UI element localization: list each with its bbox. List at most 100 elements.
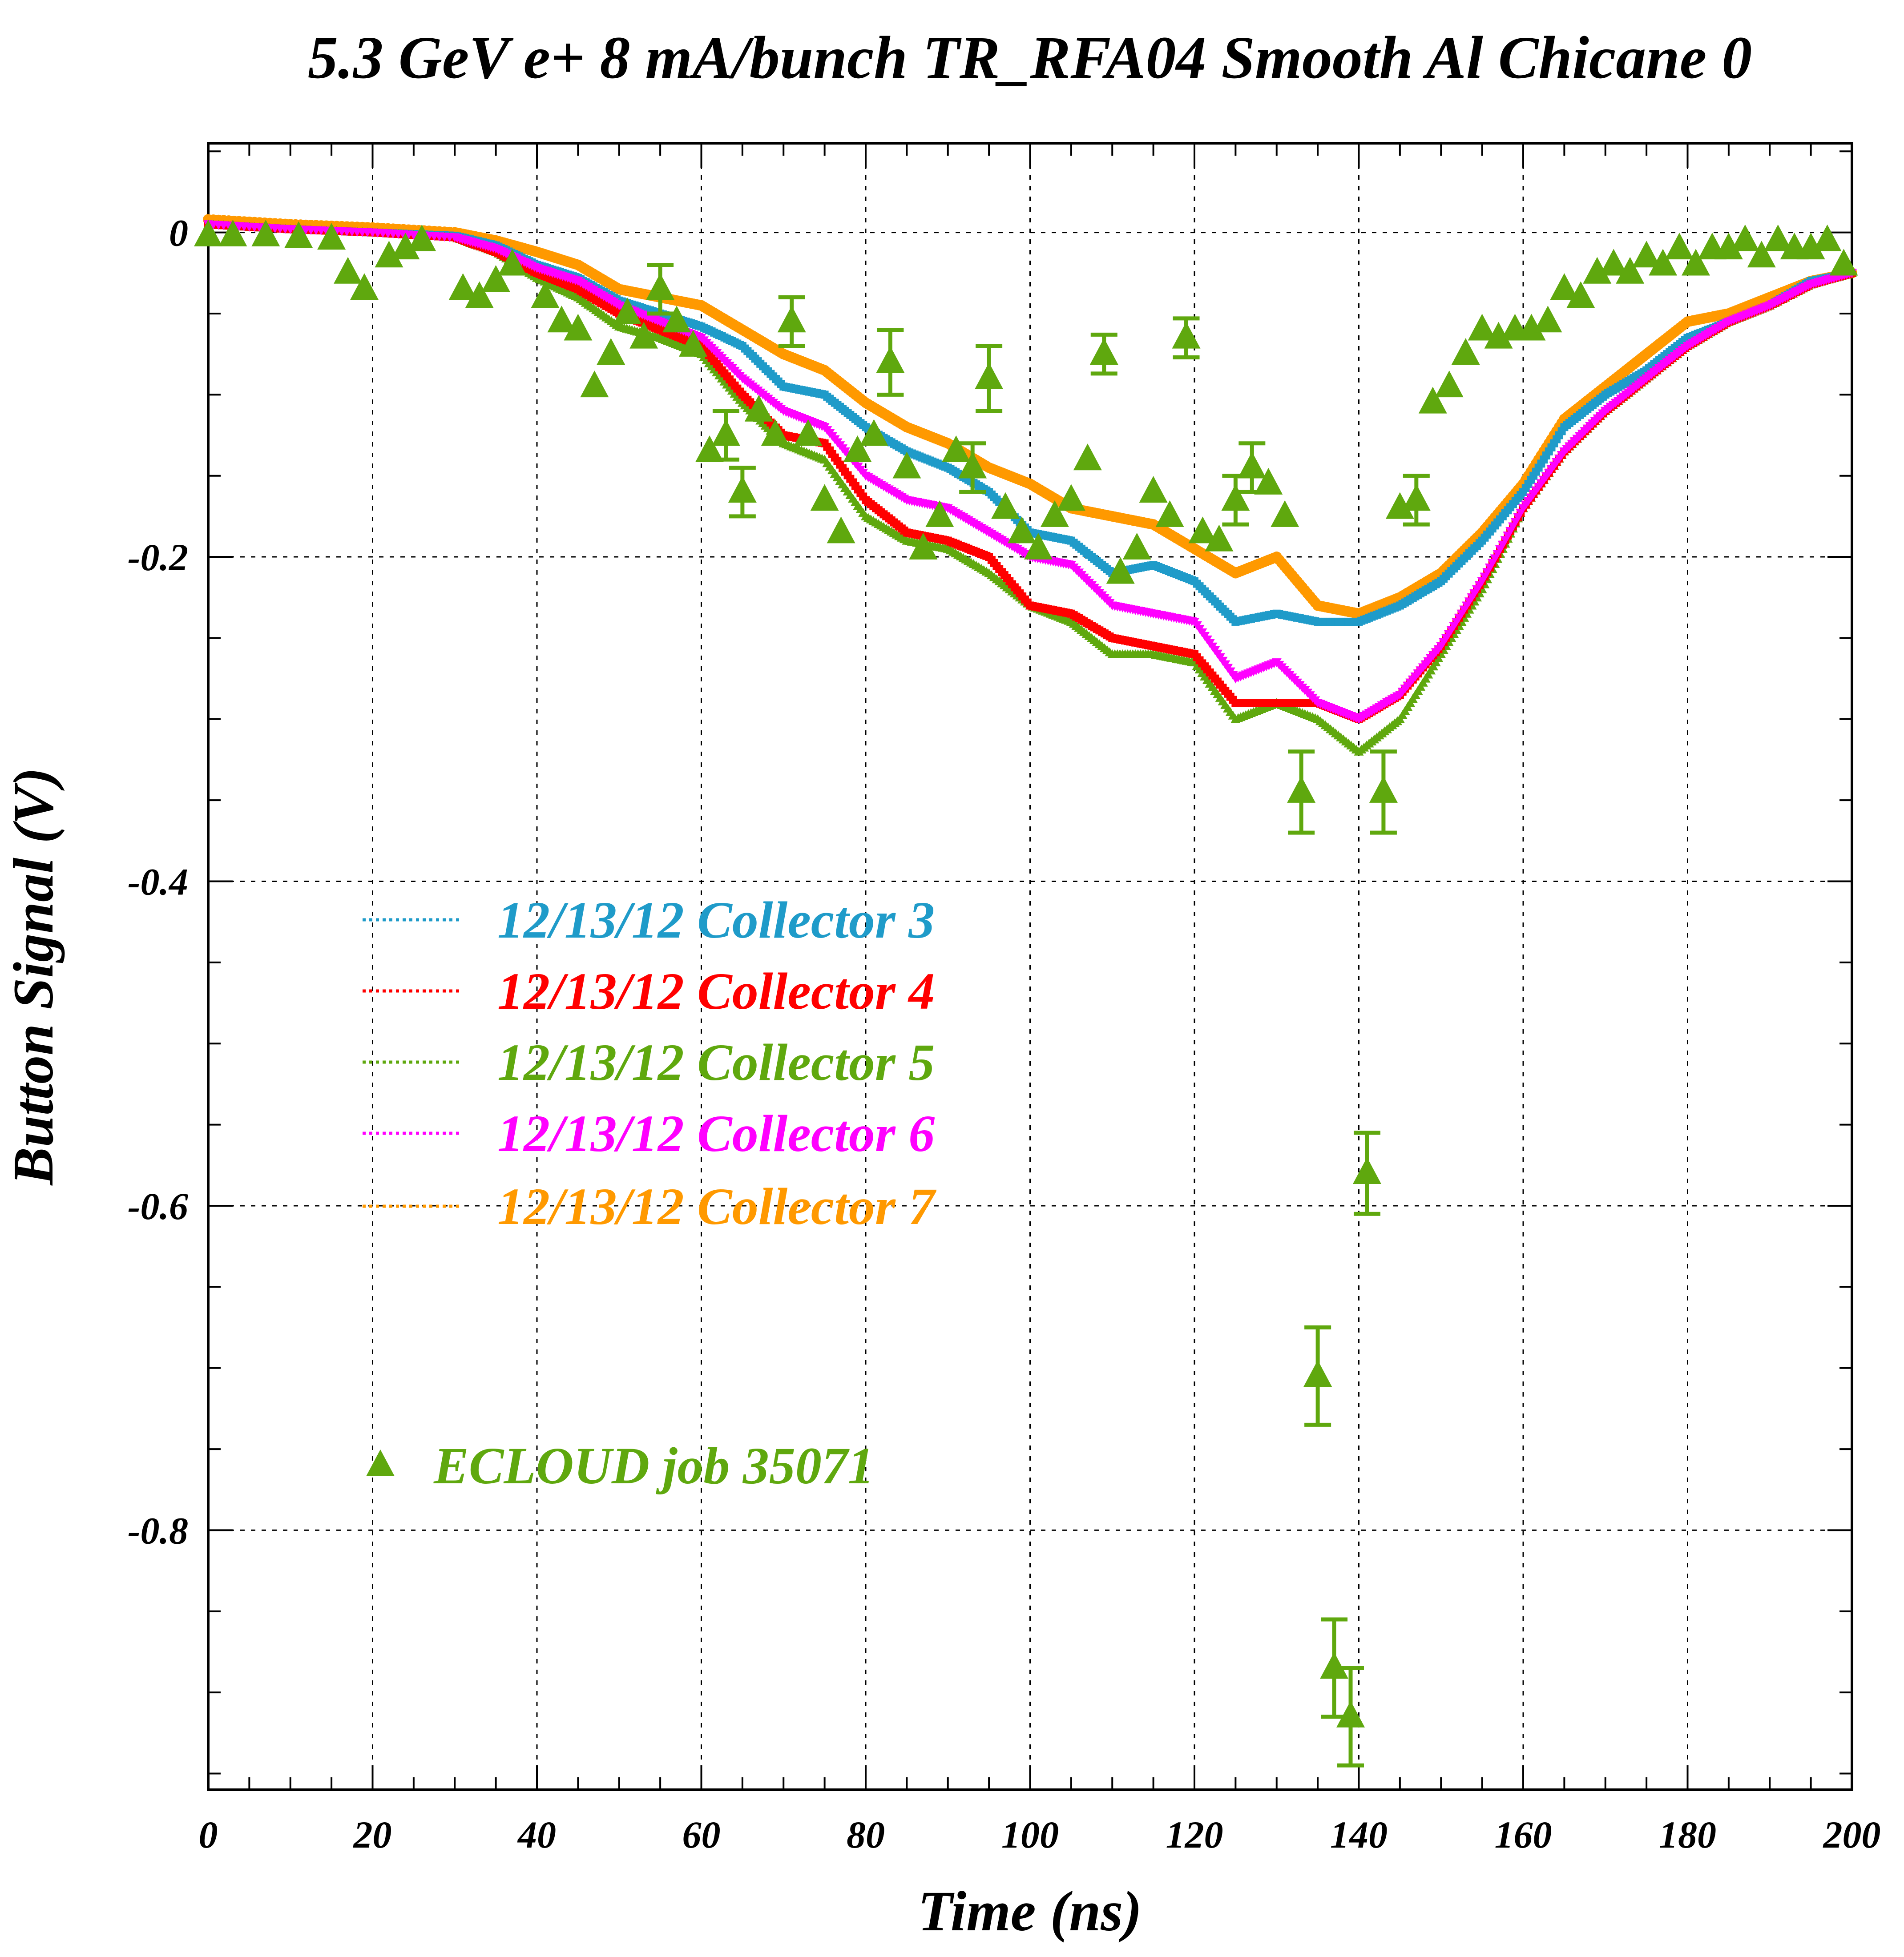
ecloud-point xyxy=(744,395,773,422)
chart-title: 5.3 GeV e+ 8 mA/bunch TR_RFA04 Smooth Al… xyxy=(308,24,1752,91)
ecloud-point xyxy=(1238,451,1267,479)
ecloud-point xyxy=(1106,557,1135,584)
ecloud-point xyxy=(646,273,675,300)
ecloud-point xyxy=(218,219,247,246)
ecloud-point xyxy=(1369,776,1398,803)
ecloud-point xyxy=(909,532,938,560)
ecloud-point xyxy=(629,322,658,349)
legend-entry-1: 12/13/12 Collector 3 xyxy=(363,891,935,949)
ecloud-point xyxy=(1665,233,1694,260)
ecloud-point xyxy=(777,306,806,333)
ecloud-point xyxy=(1484,322,1513,349)
ecloud-point xyxy=(1254,467,1283,495)
ecloud-point xyxy=(695,435,724,462)
legend-entry-3: 12/13/12 Collector 5 xyxy=(363,1033,935,1091)
y-tick-label: -0.4 xyxy=(128,861,188,903)
legend-label: 12/13/12 Collector 7 xyxy=(497,1177,936,1236)
ecloud-point xyxy=(251,219,280,246)
ecloud-point xyxy=(531,281,560,308)
ecloud-point xyxy=(1188,516,1217,544)
ecloud-point xyxy=(1747,241,1776,268)
legend-label: 12/13/12 Collector 5 xyxy=(497,1033,935,1091)
ecloud-point xyxy=(1089,338,1118,365)
ecloud-point xyxy=(465,281,494,308)
ecloud-point xyxy=(564,314,593,341)
ecloud-point xyxy=(498,249,527,276)
ecloud-point xyxy=(1418,387,1447,414)
ecloud-point xyxy=(1303,1360,1332,1387)
x-tick-label: 160 xyxy=(1495,1813,1552,1856)
y-tick-label: -0.2 xyxy=(128,536,188,579)
ecloud-point xyxy=(1829,249,1858,276)
x-tick-label: 100 xyxy=(1001,1813,1059,1856)
ecloud-point xyxy=(1550,273,1579,300)
ecloud-point xyxy=(827,516,855,544)
ecloud-point xyxy=(1287,776,1316,803)
ecloud-point xyxy=(1796,233,1825,260)
ecloud-point xyxy=(794,419,823,446)
ecloud-point xyxy=(481,265,510,292)
ecloud-point xyxy=(448,273,477,300)
y-tick-label: -0.8 xyxy=(128,1509,188,1552)
ecloud-point xyxy=(1352,1157,1381,1184)
ecloud-point xyxy=(1435,370,1464,398)
ecloud-point xyxy=(1813,224,1842,251)
ecloud-point xyxy=(1402,484,1431,511)
x-tick-label: 180 xyxy=(1659,1813,1716,1856)
ecloud-point xyxy=(1040,500,1069,527)
legend: 12/13/12 Collector 3 12/13/12 Collector 4… xyxy=(363,891,936,1495)
ecloud-point xyxy=(859,419,888,446)
series-layer xyxy=(194,214,1858,1768)
ecloud-point xyxy=(1583,257,1612,284)
y-axis-title: Button Signal (V) xyxy=(2,768,65,1186)
legend-label: ECLOUD job 35071 xyxy=(433,1437,874,1495)
legend-label: 12/13/12 Collector 3 xyxy=(497,891,935,949)
ecloud-point xyxy=(597,338,625,365)
ecloud-point xyxy=(194,219,222,246)
ecloud-point xyxy=(375,241,403,268)
ecloud-point xyxy=(958,451,987,479)
legend-entry-4: 12/13/12 Collector 6 xyxy=(363,1104,935,1163)
legend-entry-5: 12/13/12 Collector 7 xyxy=(363,1177,936,1236)
legend-marker xyxy=(366,1450,395,1476)
ecloud-point xyxy=(892,451,921,479)
x-tick-label: 60 xyxy=(682,1813,721,1856)
y-tick-label: -0.6 xyxy=(128,1185,188,1228)
ecloud-point xyxy=(1517,314,1546,341)
ecloud-point xyxy=(1155,500,1184,527)
tick-labels: 0 20 40 60 80 100 120 140 160 180 200 0 -0.2 -0.4 -0.6… xyxy=(128,212,1881,1856)
ecloud-point xyxy=(1008,516,1037,544)
ecloud-point xyxy=(1566,281,1595,308)
ecloud-point xyxy=(711,419,740,446)
ecloud-point xyxy=(1057,484,1085,511)
x-axis-title: Time (ns) xyxy=(918,1880,1142,1943)
ecloud-point xyxy=(547,306,576,333)
ecloud-point xyxy=(1385,492,1414,519)
x-tick-label: 200 xyxy=(1823,1813,1881,1856)
ecloud-point xyxy=(1649,249,1678,276)
ecloud-point xyxy=(1763,224,1792,251)
x-tick-label: 0 xyxy=(199,1813,218,1856)
ecloud-point xyxy=(391,233,420,260)
ecloud-point xyxy=(1221,484,1250,511)
x-tick-label: 140 xyxy=(1330,1813,1388,1856)
ecloud-point xyxy=(975,362,1004,389)
ecloud-point xyxy=(1205,524,1234,552)
axes xyxy=(207,142,1853,1791)
ecloud-point xyxy=(1533,306,1562,333)
ecloud-point xyxy=(1271,500,1299,527)
x-tick-label: 120 xyxy=(1166,1813,1223,1856)
ecloud-point xyxy=(1336,1700,1365,1727)
ecloud-point xyxy=(1599,249,1628,276)
ecloud-point xyxy=(317,223,346,250)
ecloud-point xyxy=(580,370,609,398)
ecloud-point xyxy=(1632,241,1661,268)
ecloud-point xyxy=(1172,322,1201,349)
ecloud-point xyxy=(407,224,436,251)
ecloud-point xyxy=(613,297,642,324)
ecloud-point xyxy=(662,306,691,333)
ecloud-point xyxy=(728,476,757,503)
ecloud-point xyxy=(1731,224,1759,251)
y-tick-label: 0 xyxy=(169,212,188,254)
